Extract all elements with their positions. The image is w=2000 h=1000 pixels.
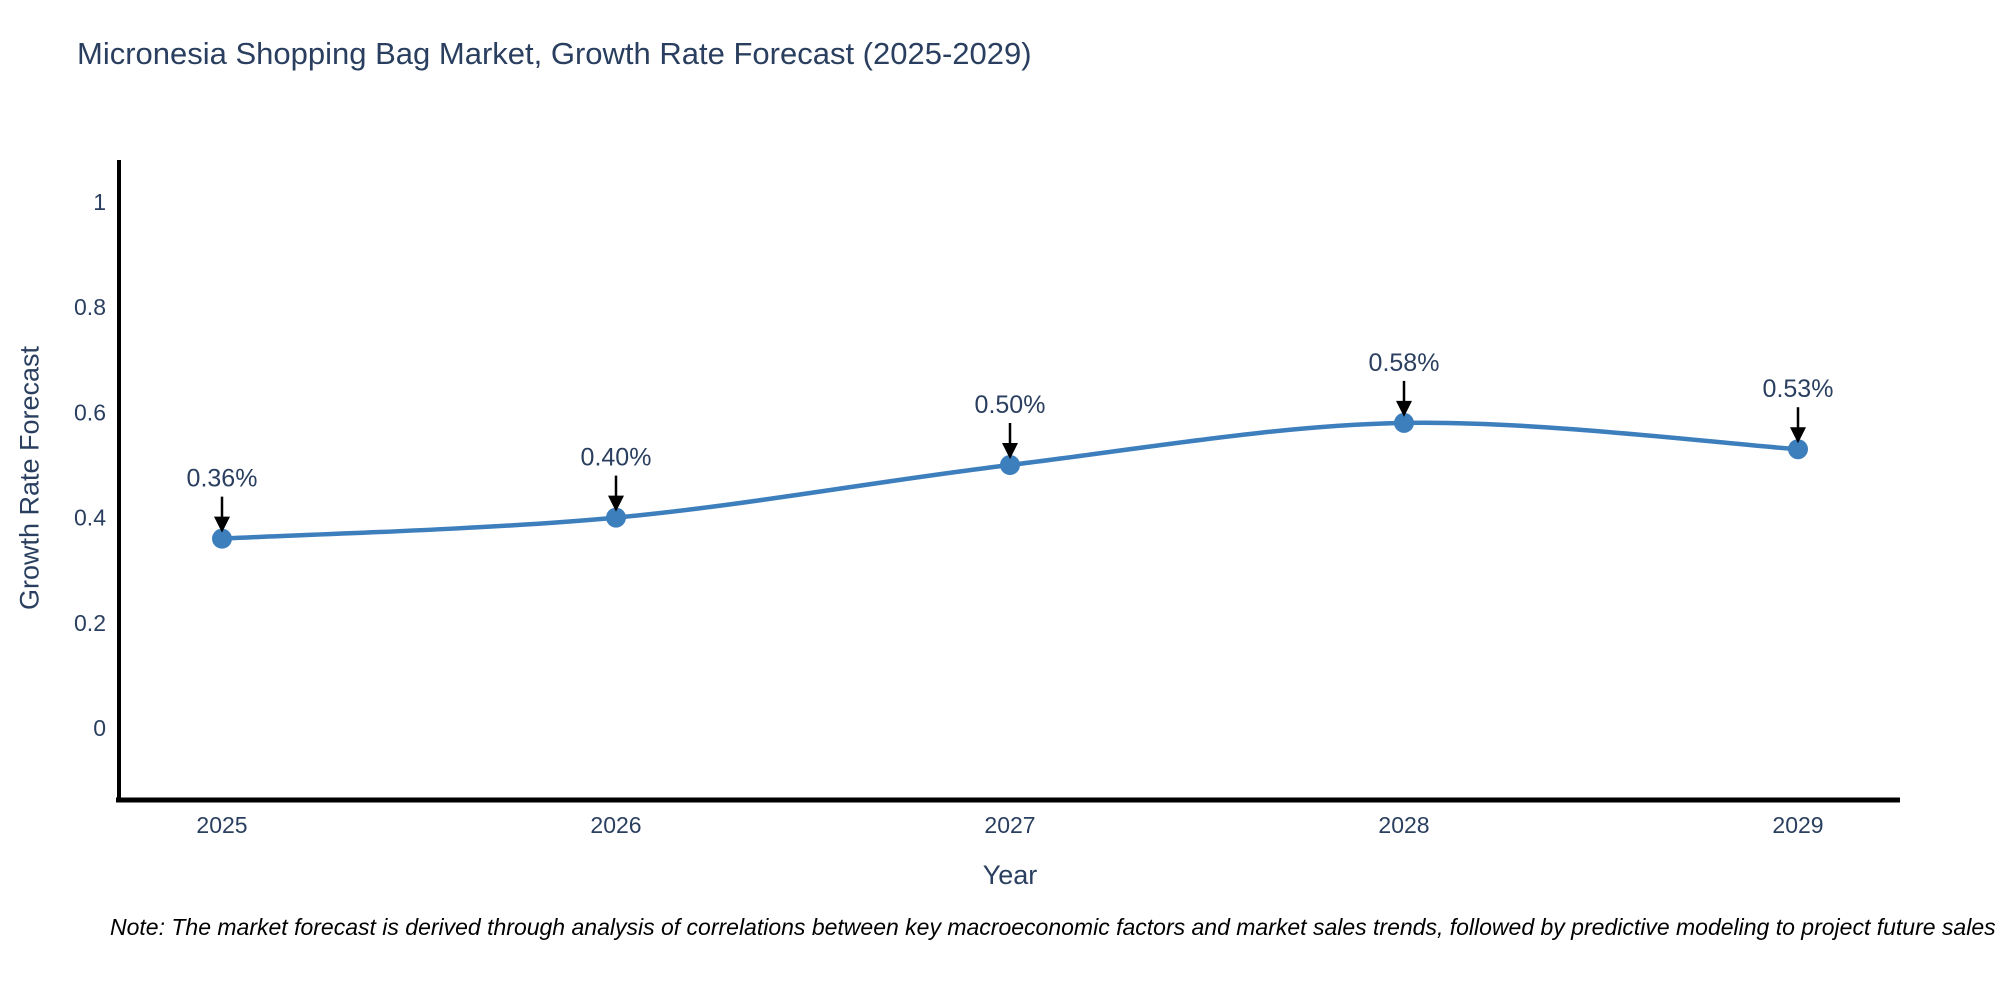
y-tick-label: 0.6 — [74, 399, 106, 425]
point-value-label: 0.36% — [187, 465, 258, 493]
data-point — [1394, 412, 1414, 433]
data-point — [1788, 439, 1808, 460]
annotation-arrow-head — [214, 516, 230, 533]
data-point — [212, 528, 232, 549]
annotation-arrow-head — [1002, 443, 1018, 459]
data-point — [606, 507, 626, 528]
point-value-label: 0.40% — [581, 444, 652, 472]
y-tick-label: 0.2 — [74, 610, 106, 636]
x-tick-label: 2027 — [984, 812, 1035, 838]
y-tick-label: 0.4 — [74, 505, 106, 531]
x-tick-label: 2026 — [590, 812, 641, 838]
point-value-label: 0.53% — [1763, 375, 1834, 403]
y-tick-label: 0 — [93, 715, 106, 741]
y-tick-label: 1 — [93, 189, 106, 215]
x-tick-label: 2029 — [1772, 812, 1823, 838]
data-point — [1000, 455, 1020, 475]
point-value-label: 0.50% — [975, 391, 1046, 419]
point-value-label: 0.58% — [1369, 349, 1440, 377]
chart-title: Micronesia Shopping Bag Market, Growth R… — [77, 36, 1032, 71]
y-tick-label: 0.8 — [74, 294, 106, 320]
x-tick-label: 2028 — [1378, 812, 1429, 838]
annotation-arrow-head — [1790, 427, 1806, 444]
footnote: Note: The market forecast is derived thr… — [110, 914, 1996, 940]
x-tick-label: 2025 — [196, 812, 247, 838]
annotation-arrow-head — [1396, 400, 1412, 417]
annotation-arrow-head — [608, 495, 624, 512]
x-axis-label: Year — [982, 860, 1038, 890]
